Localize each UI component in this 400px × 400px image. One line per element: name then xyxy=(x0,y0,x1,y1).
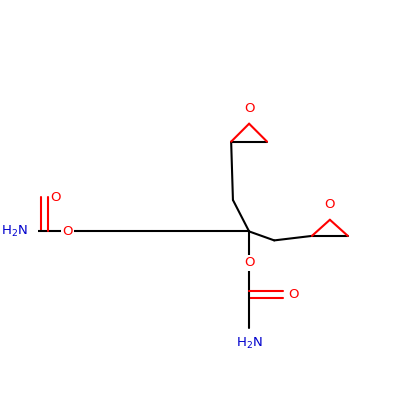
Text: O: O xyxy=(244,102,254,115)
Text: H$_2$N: H$_2$N xyxy=(2,224,28,239)
Text: O: O xyxy=(244,256,254,269)
Text: O: O xyxy=(325,198,335,211)
Text: H$_2$N: H$_2$N xyxy=(236,336,262,351)
Text: O: O xyxy=(289,288,299,301)
Text: O: O xyxy=(62,225,73,238)
Text: O: O xyxy=(50,191,60,204)
